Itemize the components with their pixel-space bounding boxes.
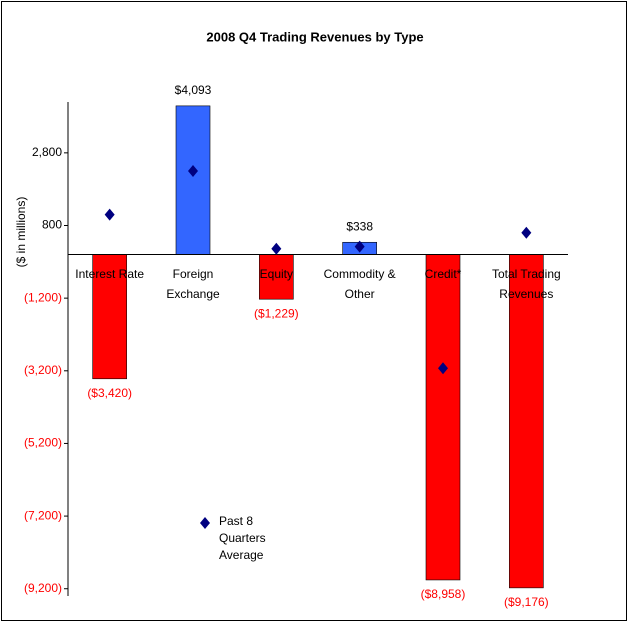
value-label: ($3,420)	[87, 386, 132, 400]
bar	[259, 254, 294, 300]
bar	[175, 105, 211, 255]
y-axis-label: ($ in millions)	[14, 197, 28, 268]
value-label: $338	[346, 219, 373, 233]
y-tick-label: (1,200)	[24, 290, 62, 304]
legend-label: Past 8 Quarters Average	[219, 514, 266, 562]
x-tick-label: Foreign Exchange	[166, 266, 220, 301]
x-tick-label: Equity	[259, 266, 293, 281]
bar	[425, 254, 461, 581]
y-tick-label: (7,200)	[24, 508, 62, 522]
legend-marker	[200, 517, 210, 529]
x-tick-label: Credit*	[424, 266, 462, 281]
x-tick-label: Commodity & Other	[323, 266, 396, 301]
value-label: ($9,176)	[504, 595, 549, 609]
x-tick-label: Total Trading Revenues	[491, 266, 561, 301]
average-marker	[521, 226, 532, 239]
y-tick-label: 800	[42, 218, 62, 232]
y-tick-label: (5,200)	[24, 436, 62, 450]
y-tick-label: (9,200)	[24, 581, 62, 595]
y-tick-label: (3,200)	[24, 363, 62, 377]
chart-title: 2008 Q4 Trading Revenues by Type	[206, 29, 423, 44]
value-label: ($1,229)	[254, 306, 299, 320]
y-tick-label: 2,800	[32, 145, 62, 159]
average-marker	[354, 240, 365, 253]
average-marker	[188, 165, 198, 178]
average-marker	[104, 208, 115, 221]
bar	[509, 254, 544, 589]
average-marker	[438, 362, 448, 375]
value-label: ($8,958)	[421, 587, 466, 601]
value-label: $4,093	[175, 83, 212, 97]
bar	[92, 254, 127, 380]
x-tick-label: Interest Rate	[75, 266, 144, 281]
average-marker	[271, 242, 282, 255]
